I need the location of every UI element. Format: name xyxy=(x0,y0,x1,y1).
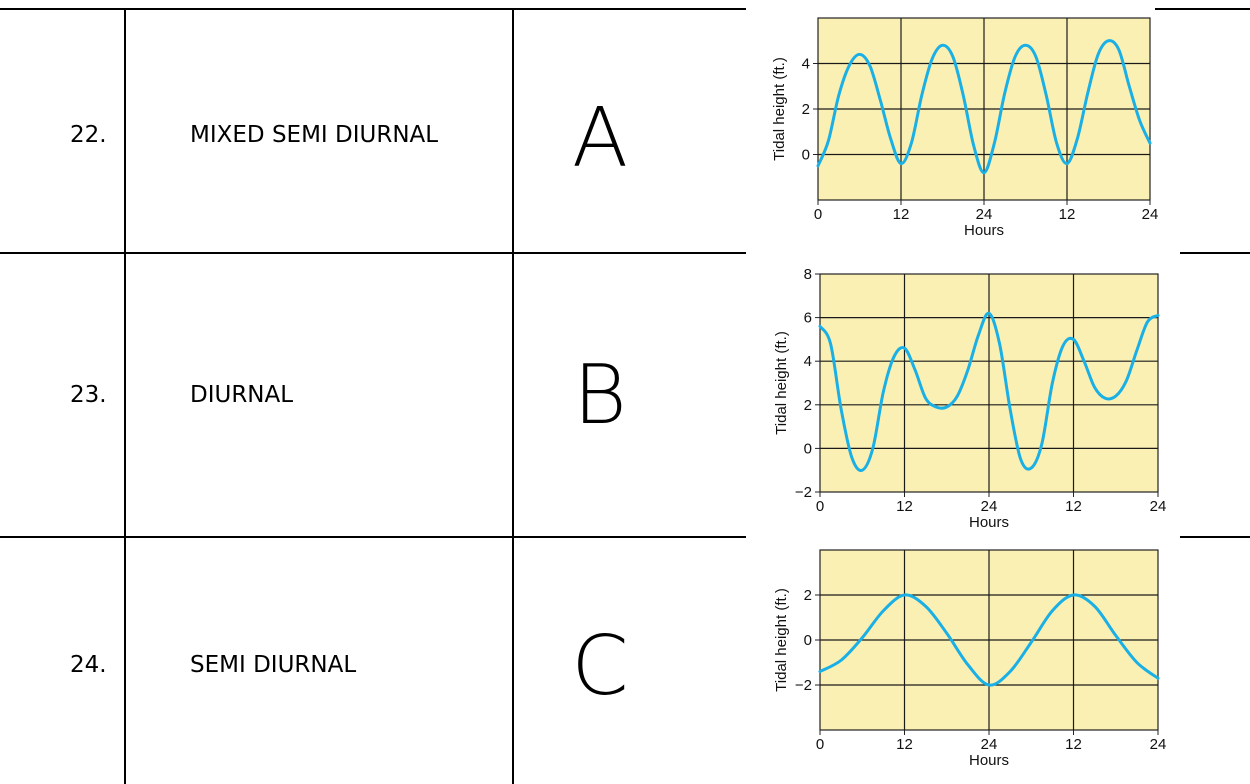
tide-type-name: SEMI DIURNAL xyxy=(190,652,357,678)
y-tick-label: 4 xyxy=(802,56,810,73)
tide-chart-c: 0 12 24 12 24 −2 0 2 Hours Tidal height (ft.) xyxy=(748,540,1180,784)
row-number: 24. xyxy=(70,652,107,678)
x-tick-label: 24 xyxy=(981,736,998,753)
x-axis-label: Hours xyxy=(964,222,1004,239)
y-tick-label: −2 xyxy=(795,484,812,501)
x-tick-label: 0 xyxy=(814,206,822,223)
y-axis-label: Tidal height (ft.) xyxy=(773,588,790,692)
tide-curve xyxy=(818,311,1160,472)
y-axis-label: Tidal height (ft.) xyxy=(773,331,790,435)
tide-curve xyxy=(816,39,1152,175)
y-tick-label: −2 xyxy=(795,677,812,694)
x-tick-label: 12 xyxy=(1065,736,1082,753)
y-tick-label: 8 xyxy=(804,266,812,283)
column-divider xyxy=(512,8,514,784)
tide-type-name: MIXED SEMI DIURNAL xyxy=(190,122,439,148)
x-tick-label: 12 xyxy=(1065,498,1082,515)
x-tick-label: 24 xyxy=(1142,206,1158,223)
answer-letter: B xyxy=(573,347,627,443)
tide-chart-b: 0 12 24 12 24 −2 0 2 4 6 8 Hours Tidal height (ft.) xyxy=(748,256,1180,536)
y-tick-label: 2 xyxy=(804,587,812,604)
tide-chart-a: 0 12 24 12 24 0 2 4 Hours Tidal height (ft.) xyxy=(748,10,1158,254)
x-tick-label: 24 xyxy=(1150,736,1167,753)
y-tick-label: 2 xyxy=(804,397,812,414)
y-tick-label: 2 xyxy=(802,101,810,118)
y-tick-label: 4 xyxy=(804,353,812,370)
row-number: 22. xyxy=(70,122,107,148)
x-tick-label: 12 xyxy=(1059,206,1076,223)
x-axis-label: Hours xyxy=(969,514,1009,531)
answer-letter: A xyxy=(571,90,629,186)
table-top-border xyxy=(0,8,746,10)
row-divider-right xyxy=(1180,252,1250,254)
answer-letter: C xyxy=(571,618,629,714)
y-axis-label: Tidal height (ft.) xyxy=(771,57,788,161)
x-tick-label: 12 xyxy=(896,498,913,515)
row-number: 23. xyxy=(70,382,107,408)
y-tick-label: 6 xyxy=(804,310,812,327)
tide-type-name: DIURNAL xyxy=(190,382,294,408)
y-tick-label: 0 xyxy=(802,147,810,164)
tide-curve xyxy=(818,593,1160,687)
x-tick-label: 12 xyxy=(893,206,910,223)
x-tick-label: 12 xyxy=(896,736,913,753)
row-divider xyxy=(0,536,746,538)
table-top-border-right xyxy=(1155,8,1250,10)
row-divider-right xyxy=(1180,536,1250,538)
y-tick-label: 0 xyxy=(804,440,812,457)
x-tick-label: 24 xyxy=(1150,498,1167,515)
tide-chart-c-svg: 0 12 24 12 24 −2 0 2 Hours Tidal height (ft.) xyxy=(773,549,1167,769)
y-tick-label: 0 xyxy=(804,632,812,649)
x-tick-label: 24 xyxy=(981,498,998,515)
x-tick-label: 0 xyxy=(816,498,824,515)
x-axis-label: Hours xyxy=(969,752,1009,769)
x-tick-label: 0 xyxy=(816,736,824,753)
x-tick-label: 24 xyxy=(976,206,993,223)
row-divider xyxy=(0,252,746,254)
column-divider xyxy=(124,8,126,784)
